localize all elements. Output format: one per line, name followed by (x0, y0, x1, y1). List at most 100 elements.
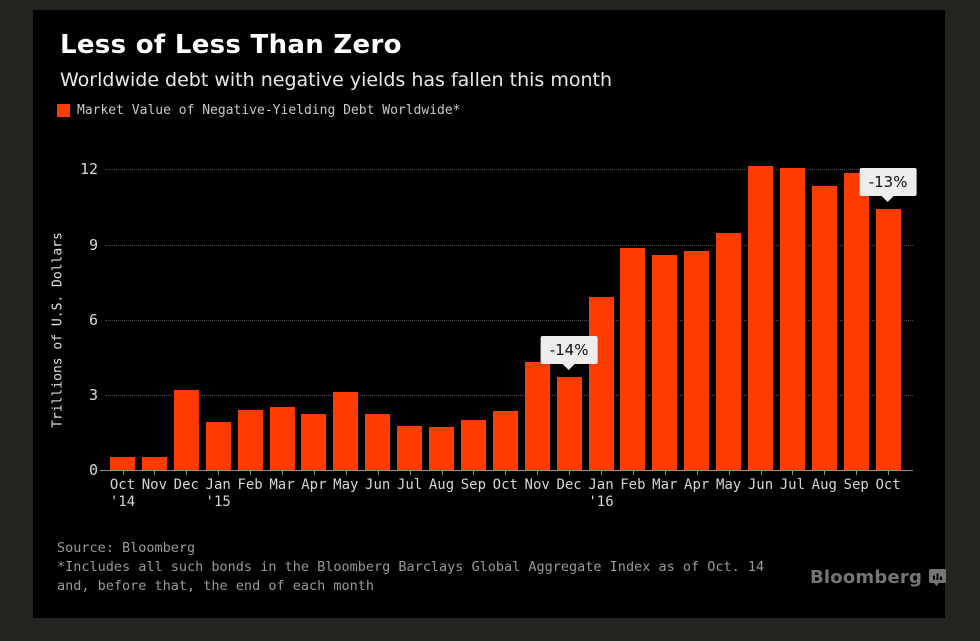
bar (620, 248, 646, 470)
x-tick (601, 471, 602, 475)
x-tick (250, 471, 252, 475)
x-tick (377, 471, 379, 475)
x-tick (664, 471, 666, 475)
x-tick-label: Dec (173, 477, 199, 493)
bar (460, 419, 486, 470)
x-tick-label: Mar (652, 477, 678, 493)
footnote-line-2: and, before that, the end of each month (57, 578, 374, 594)
bar (301, 413, 327, 470)
bar (652, 254, 678, 470)
bar (365, 413, 391, 470)
legend-label: Market Value of Negative-Yielding Debt W… (77, 103, 461, 118)
x-tick (888, 471, 890, 475)
bar (173, 389, 199, 470)
chart-title: Less of Less Than Zero (60, 30, 402, 60)
x-year-label: '16 (588, 494, 614, 510)
x-tick (569, 471, 571, 475)
bar (524, 362, 550, 470)
bar (748, 165, 773, 470)
footer: Source: Bloomberg *Includes all such bon… (57, 539, 764, 596)
x-tick-label: Nov (141, 477, 168, 493)
legend: Market Value of Negative-Yielding Debt W… (57, 103, 461, 118)
x-tick (186, 471, 188, 475)
source-line: Source: Bloomberg (57, 540, 196, 556)
x-tick-label: Jun (747, 477, 774, 493)
bar (492, 411, 518, 470)
x-tick-label: Feb (620, 477, 646, 493)
x-year-label: '14 (109, 494, 136, 510)
x-tick-label: Oct (875, 477, 901, 493)
x-tick (760, 471, 762, 475)
bar (141, 457, 167, 470)
x-tick-label: Sep (843, 477, 869, 493)
x-tick-label: Aug (811, 477, 837, 493)
x-tick-label: Aug (428, 477, 455, 493)
x-tick-label: Mar (269, 477, 295, 493)
y-tick-label: 12 (79, 160, 98, 179)
y-tick-label: 6 (88, 310, 98, 329)
bar (397, 426, 423, 470)
bar (588, 297, 614, 470)
x-tick-label: Jul (779, 477, 806, 493)
x-tick (856, 471, 858, 475)
x-tick-label: Oct (492, 477, 518, 493)
x-tick-label: Jul (396, 477, 423, 493)
x-tick-label: May (715, 477, 742, 493)
bloomberg-terminal-icon (929, 569, 947, 586)
bar (875, 209, 901, 470)
bar (811, 185, 837, 470)
change-callout: -13% (859, 168, 917, 203)
bar (684, 250, 710, 470)
x-tick (505, 471, 507, 475)
x-tick-label: Jan (205, 477, 231, 493)
bar (429, 427, 454, 470)
x-tick (409, 471, 411, 475)
gridline (105, 319, 913, 321)
x-tick (696, 471, 698, 475)
x-tick (537, 471, 539, 475)
legend-swatch (57, 104, 70, 117)
x-tick-label: Apr (684, 477, 710, 493)
x-tick-label: Jan (588, 477, 614, 493)
x-tick (728, 471, 730, 475)
bar (237, 409, 263, 470)
x-tick (218, 471, 220, 475)
y-tick-label: 0 (88, 461, 98, 479)
bar (333, 392, 359, 470)
x-tick (154, 471, 156, 475)
bar (779, 168, 805, 470)
x-tick (792, 471, 794, 475)
bar (205, 422, 231, 470)
bloomberg-logo: Bloomberg (810, 567, 947, 588)
x-tick (122, 471, 124, 475)
x-tick (824, 471, 826, 475)
x-tick (441, 471, 443, 475)
change-callout: -14% (540, 336, 598, 371)
x-tick-label: Dec (556, 477, 582, 493)
bar (716, 233, 742, 470)
footnote-line-1: *Includes all such bonds in the Bloomber… (57, 559, 765, 575)
x-tick-label: Jun (365, 477, 391, 493)
x-tick-label: Sep (460, 477, 487, 493)
x-tick (313, 471, 315, 475)
chart-subtitle: Worldwide debt with negative yields has … (60, 69, 612, 91)
chart-panel (33, 10, 945, 618)
x-axis-line (100, 470, 913, 471)
x-tick (632, 471, 634, 475)
bloomberg-logo-text: Bloomberg (810, 567, 923, 588)
x-tick-label: Nov (524, 477, 550, 493)
bar (110, 457, 135, 470)
x-tick-label: May (333, 477, 359, 493)
x-tick-label: Oct (109, 477, 136, 493)
bar (556, 377, 582, 470)
x-tick-label: Feb (237, 477, 263, 493)
x-year-label: '15 (205, 494, 231, 510)
x-tick (282, 471, 283, 475)
y-tick-label: 3 (88, 385, 98, 404)
y-tick-label: 9 (88, 235, 98, 254)
gridline (105, 244, 913, 246)
bar (843, 173, 869, 470)
x-tick (345, 471, 347, 475)
x-tick-label: Apr (301, 477, 327, 493)
